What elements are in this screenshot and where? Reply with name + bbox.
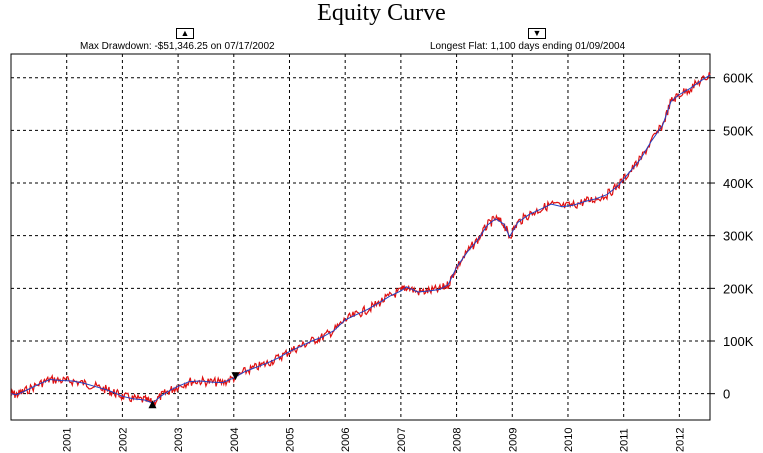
x-tick-label: 2012 (674, 428, 686, 452)
x-tick-label: 2011 (619, 428, 631, 452)
longest-flat-caption: Longest Flat: 1,100 days ending 01/09/20… (430, 41, 626, 52)
y-tick-label: 600K (723, 71, 754, 86)
max-drawdown-marker-key: ▲ (176, 28, 194, 39)
y-tick-label: 0 (723, 387, 730, 402)
x-tick-label: 2001 (62, 428, 74, 452)
y-tick-label: 100K (723, 334, 754, 349)
max-drawdown-caption: Max Drawdown: -$51,346.25 on 07/17/2002 (80, 41, 275, 52)
x-tick-label: 2009 (507, 428, 519, 452)
x-tick-label: 2008 (452, 428, 464, 452)
y-tick-label: 400K (723, 176, 754, 191)
chart-title: Equity Curve (317, 0, 446, 26)
equity-line (10, 72, 711, 408)
x-tick-label: 2006 (340, 428, 352, 452)
x-tick-label: 2003 (173, 428, 185, 452)
y-tick-label: 500K (723, 123, 754, 138)
x-tick-label: 2007 (396, 428, 408, 452)
longest-flat-marker (231, 372, 240, 381)
max-drawdown-marker (148, 400, 157, 409)
x-tick-label: 2010 (563, 428, 575, 452)
x-tick-label: 2004 (229, 428, 241, 452)
plot-area-frame (10, 53, 711, 421)
x-tick-label: 2005 (284, 428, 296, 452)
x-tick-label: 2002 (117, 428, 129, 452)
equity-trend-line (10, 74, 711, 404)
y-tick-label: 200K (723, 281, 754, 296)
longest-flat-marker-key: ▼ (528, 28, 546, 39)
y-tick-label: 300K (723, 229, 754, 244)
